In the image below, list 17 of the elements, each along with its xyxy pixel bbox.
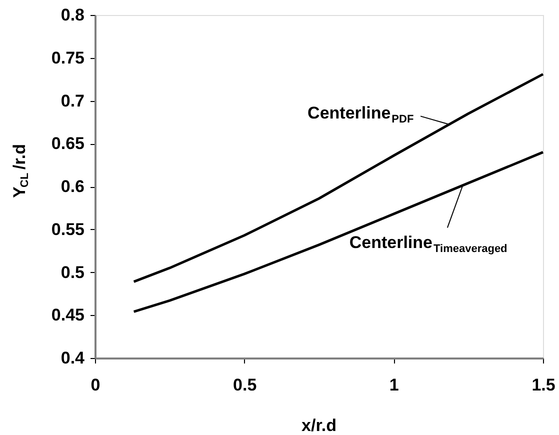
y-tick-label: 0.4 [60, 348, 86, 368]
x-tick-label: 0.5 [233, 376, 257, 394]
y-tick-label: 0.8 [60, 6, 84, 24]
y-tick-label: 0.7 [60, 91, 84, 110]
y-tick-label: 0.75 [51, 48, 84, 68]
x-tick-label: 1.5 [532, 376, 556, 394]
x-tick-label: 0 [90, 376, 100, 394]
x-axis-title: x/r.d [302, 416, 336, 435]
x-tick-label: 1 [389, 376, 399, 394]
y-tick-label: 0.55 [51, 220, 84, 239]
y-tick-label: 0.45 [51, 306, 84, 325]
y-tick-label: 0.5 [60, 262, 84, 282]
line-series [132, 150, 544, 313]
y-axis-title: YCL/r.d [10, 144, 31, 198]
line-series [132, 72, 544, 283]
y-tick-label: 0.6 [60, 177, 84, 196]
y-tick-label: 0.65 [51, 134, 84, 154]
